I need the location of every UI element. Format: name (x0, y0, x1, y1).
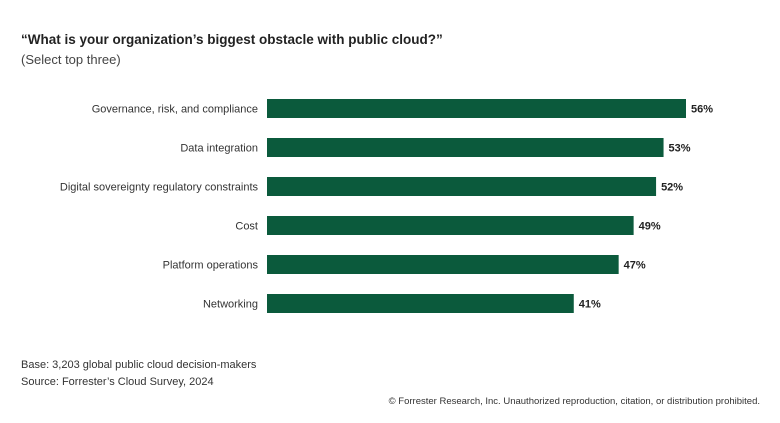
category-label: Data integration (180, 143, 258, 155)
value-label: 47% (624, 260, 646, 272)
category-label: Networking (203, 299, 258, 311)
base-note: Base: 3,203 global public cloud decision… (21, 359, 257, 371)
bar (267, 294, 574, 313)
value-label: 56% (691, 104, 713, 116)
chart-subtitle: (Select top three) (21, 52, 121, 67)
bar (267, 99, 686, 118)
category-label: Cost (235, 221, 258, 233)
bar (267, 216, 634, 235)
value-label: 53% (669, 143, 691, 155)
source-note: Source: Forrester’s Cloud Survey, 2024 (21, 376, 214, 388)
category-label: Governance, risk, and compliance (92, 104, 258, 116)
copyright-note: © Forrester Research, Inc. Unauthorized … (388, 396, 760, 407)
bar (267, 255, 619, 274)
value-label: 49% (639, 221, 661, 233)
value-label: 41% (579, 299, 601, 311)
bar (267, 177, 657, 196)
bar (267, 138, 664, 157)
category-label: Digital sovereignty regulatory constrain… (60, 182, 259, 194)
category-label: Platform operations (163, 260, 259, 272)
chart-title: “What is your organization’s biggest obs… (21, 32, 443, 47)
value-label: 52% (661, 182, 683, 194)
